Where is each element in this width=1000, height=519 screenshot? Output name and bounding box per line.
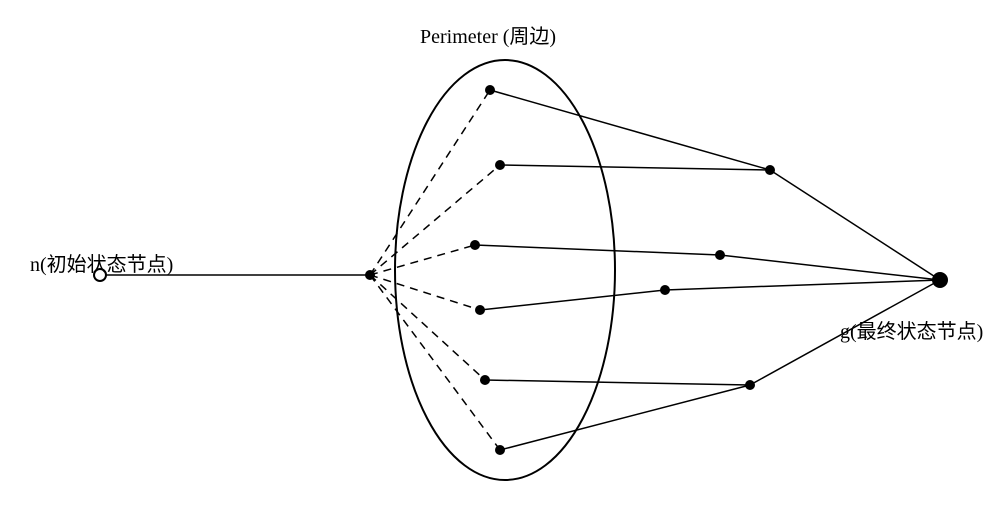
node-m_mid2 [660, 285, 670, 295]
node-fork [365, 270, 375, 280]
edge-p5-m_bot [485, 380, 750, 385]
edge-fork-p6 [370, 275, 500, 450]
edge-fork-p2 [370, 165, 500, 275]
node-p2 [495, 160, 505, 170]
perimeter-ellipse [395, 60, 615, 480]
node-p3 [470, 240, 480, 250]
edge-p3-m_mid1 [475, 245, 720, 255]
edge-p6-m_bot [500, 385, 750, 450]
edge-p1-m_top [490, 90, 770, 170]
start-node-label: n(初始状态节点) [30, 248, 173, 277]
edge-fork-p5 [370, 275, 485, 380]
edge-fork-p4 [370, 275, 480, 310]
node-g [932, 272, 948, 288]
perimeter-label: Perimeter (周边) [420, 20, 556, 49]
edge-p2-m_top [500, 165, 770, 170]
edge-p4-m_mid2 [480, 290, 665, 310]
node-m_mid1 [715, 250, 725, 260]
node-p5 [480, 375, 490, 385]
node-m_bot [745, 380, 755, 390]
edge-m_mid2-g [665, 280, 940, 290]
node-p1 [485, 85, 495, 95]
node-p4 [475, 305, 485, 315]
goal-node-label: g(最终状态节点) [840, 315, 983, 344]
node-p6 [495, 445, 505, 455]
node-m_top [765, 165, 775, 175]
